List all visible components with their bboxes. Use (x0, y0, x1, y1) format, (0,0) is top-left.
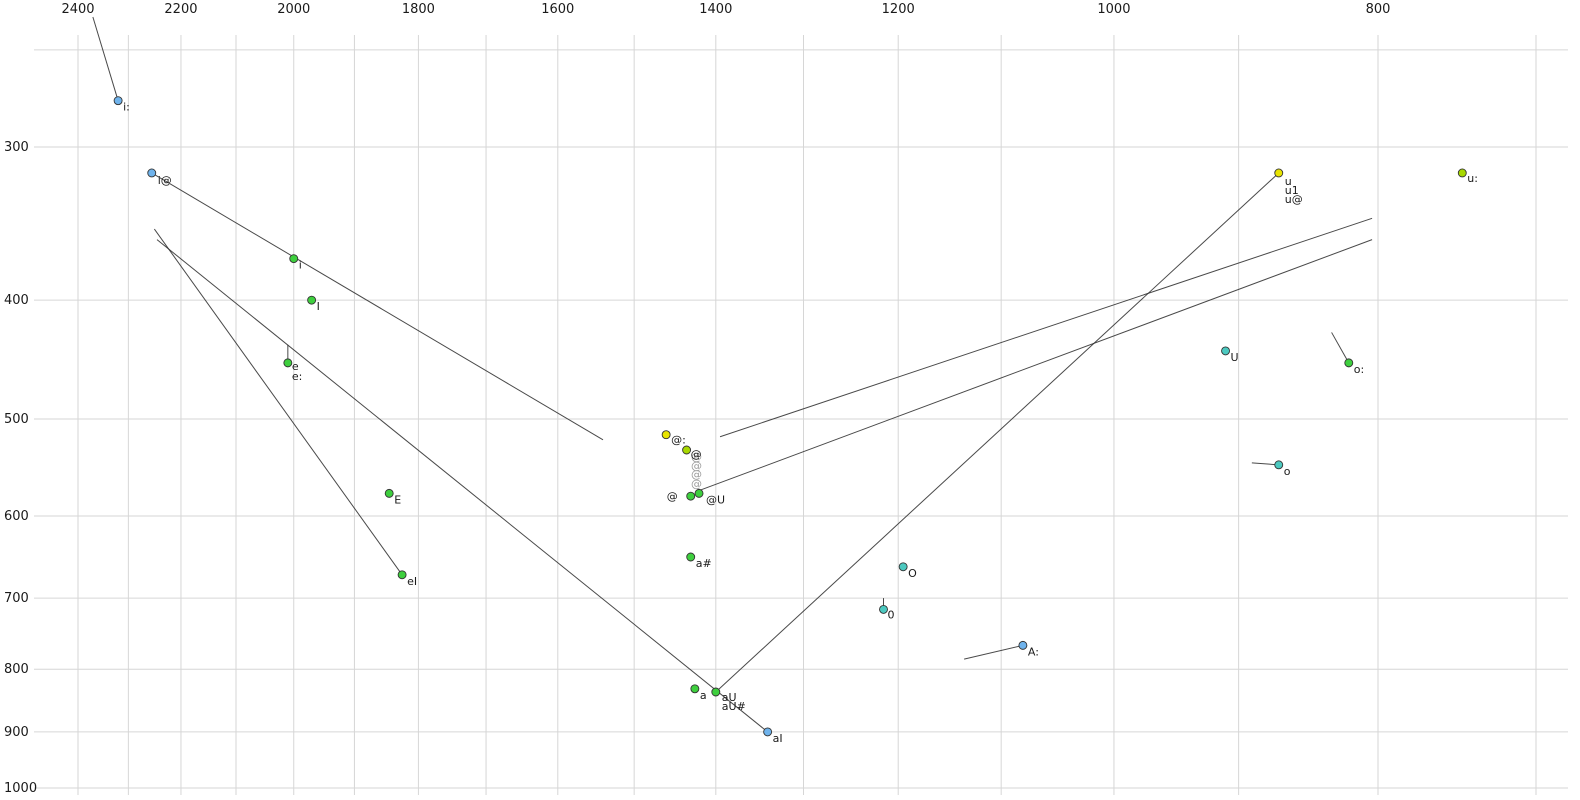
point-u (1274, 168, 1284, 178)
schwa-glyph-1: @ (691, 459, 702, 472)
point-label-cap-O: O (908, 567, 917, 580)
tick-labels-layer: 2400 2200 2000 1800 1600 1400 1200 1000 800 300 40… (4, 2, 1390, 796)
point-eI (397, 570, 407, 580)
point-A-long (1018, 640, 1028, 650)
point-i (289, 254, 299, 264)
point-label-a: a (700, 689, 707, 702)
schwa-glyph-2: @ (691, 468, 702, 481)
point-zero (879, 604, 888, 614)
point-aU (711, 687, 721, 697)
segment-schwa-U-trajectory-lower (698, 239, 1373, 492)
point-cap-I (307, 295, 317, 305)
point-label-zero: 0 (888, 608, 895, 621)
y-tick-label: 800 (4, 662, 29, 677)
point-schwa-long (661, 430, 671, 440)
trajectory-lines-layer (92, 16, 1373, 733)
segment-eI-trajectory (153, 228, 403, 576)
point-cap-U (1221, 346, 1231, 356)
x-tick-label: 2200 (164, 2, 197, 17)
point-label-u-1: u1 (1285, 184, 1299, 197)
point-label-u-2: u@ (1285, 193, 1303, 206)
point-a-hash (686, 552, 696, 562)
point-label-cap-I: I (317, 300, 320, 313)
segment-i-long-tail (92, 16, 119, 101)
segment-aU-trajectory (715, 172, 1280, 693)
point-label-e-1: e: (292, 370, 302, 383)
x-tick-label: 1000 (1097, 2, 1130, 17)
grid-layer (34, 35, 1568, 795)
point-label-o: o (1284, 465, 1291, 478)
point-label-aU-0: aU (722, 691, 737, 704)
x-tick-label: 800 (1366, 2, 1391, 17)
segment-o-long-tail (1331, 332, 1350, 364)
y-tick-label: 900 (4, 725, 29, 740)
point-cap-O (898, 562, 908, 572)
point-label-cap-U: U (1231, 351, 1239, 364)
point-label-schwa-long: @: (671, 434, 686, 447)
point-cap-E (384, 488, 394, 498)
segment-schwa-U-trajectory-upper (719, 217, 1373, 438)
point-label-o-long: o: (1354, 363, 1364, 376)
segment-aI-trajectory (156, 239, 768, 733)
point-i-schwa (147, 168, 157, 178)
point-label-aI: aI (773, 732, 783, 745)
segment-o-tail (1251, 462, 1279, 466)
schwa-glyph-0: @ (691, 450, 702, 463)
point-label-schwa-mid: @ (691, 448, 702, 461)
point-label-aU-1: aU# (722, 700, 746, 713)
point-label-schwa-low: @ (667, 490, 678, 503)
point-label-i-long: i: (123, 101, 130, 114)
point-o-long (1344, 358, 1354, 368)
x-tick-label: 1400 (699, 2, 732, 17)
x-tick-label: 2400 (61, 2, 94, 17)
y-tick-label: 400 (4, 293, 29, 308)
segment-A-long-tail (963, 644, 1023, 660)
y-tick-label: 500 (4, 412, 29, 427)
point-label-u-long: u: (1467, 172, 1478, 185)
point-i-long (113, 96, 123, 106)
point-a (690, 684, 700, 694)
schwa-glyph-3: @ (691, 478, 702, 491)
x-tick-label: 2000 (277, 2, 310, 17)
point-label-i: i (299, 259, 302, 272)
y-tick-label: 700 (4, 591, 29, 606)
point-label-u-0: u (1285, 175, 1292, 188)
x-tick-label: 1800 (402, 2, 435, 17)
y-tick-label: 300 (4, 140, 29, 155)
point-e (283, 358, 293, 368)
point-label-e-0: e (292, 360, 299, 373)
point-aI (763, 727, 773, 737)
y-tick-label: 1000 (4, 781, 37, 796)
point-schwa-U (694, 488, 704, 498)
point-label-schwa-U: @U (706, 493, 725, 506)
segment-i-schwa-trajectory (151, 172, 604, 441)
x-tick-label: 1200 (882, 2, 915, 17)
point-schwa-mid (682, 445, 692, 455)
point-label-A-long: A: (1028, 645, 1039, 658)
point-schwa-low (686, 491, 696, 501)
point-label-cap-E: E (394, 493, 401, 506)
x-tick-label: 1600 (541, 2, 574, 17)
point-label-a-hash: a# (696, 557, 712, 570)
point-label-eI: eI (407, 575, 417, 588)
point-o (1274, 460, 1284, 470)
point-u-long (1457, 168, 1467, 178)
point-label-i-schwa: i@ (158, 174, 172, 187)
y-tick-label: 600 (4, 509, 29, 524)
